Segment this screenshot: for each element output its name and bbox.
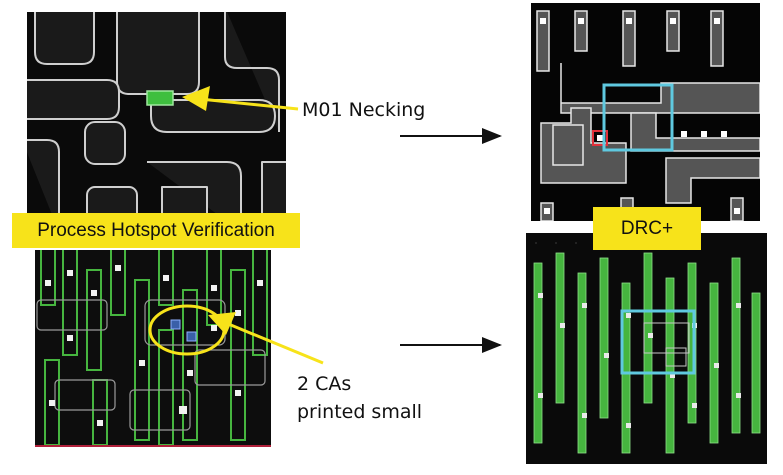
cas-highlight-ellipse (148, 304, 226, 356)
m01-necking-callout: M01 Necking (302, 99, 426, 121)
process-hotspot-verification-label: Process Hotspot Verification (12, 213, 300, 248)
cas-callout: 2 CAs printed small (297, 370, 422, 426)
drc-layout-top-graphic (531, 3, 760, 221)
ca-layout-panel (35, 250, 271, 446)
drc-layout-top-panel (531, 3, 760, 221)
m01-layout-panel (27, 12, 286, 226)
cas-pointer-arrow (208, 312, 324, 365)
drc-layout-bottom-panel (526, 233, 767, 464)
necking-pointer-arrow (182, 86, 299, 111)
drc-layout-bottom-graphic (526, 233, 767, 464)
drc-plus-label: DRC+ (593, 207, 701, 250)
m01-layout-graphic (27, 12, 286, 226)
ca-layout-graphic (35, 250, 271, 446)
cas-callout-line2: printed small (297, 401, 423, 423)
cas-callout-line1: 2 CAs (297, 373, 352, 395)
